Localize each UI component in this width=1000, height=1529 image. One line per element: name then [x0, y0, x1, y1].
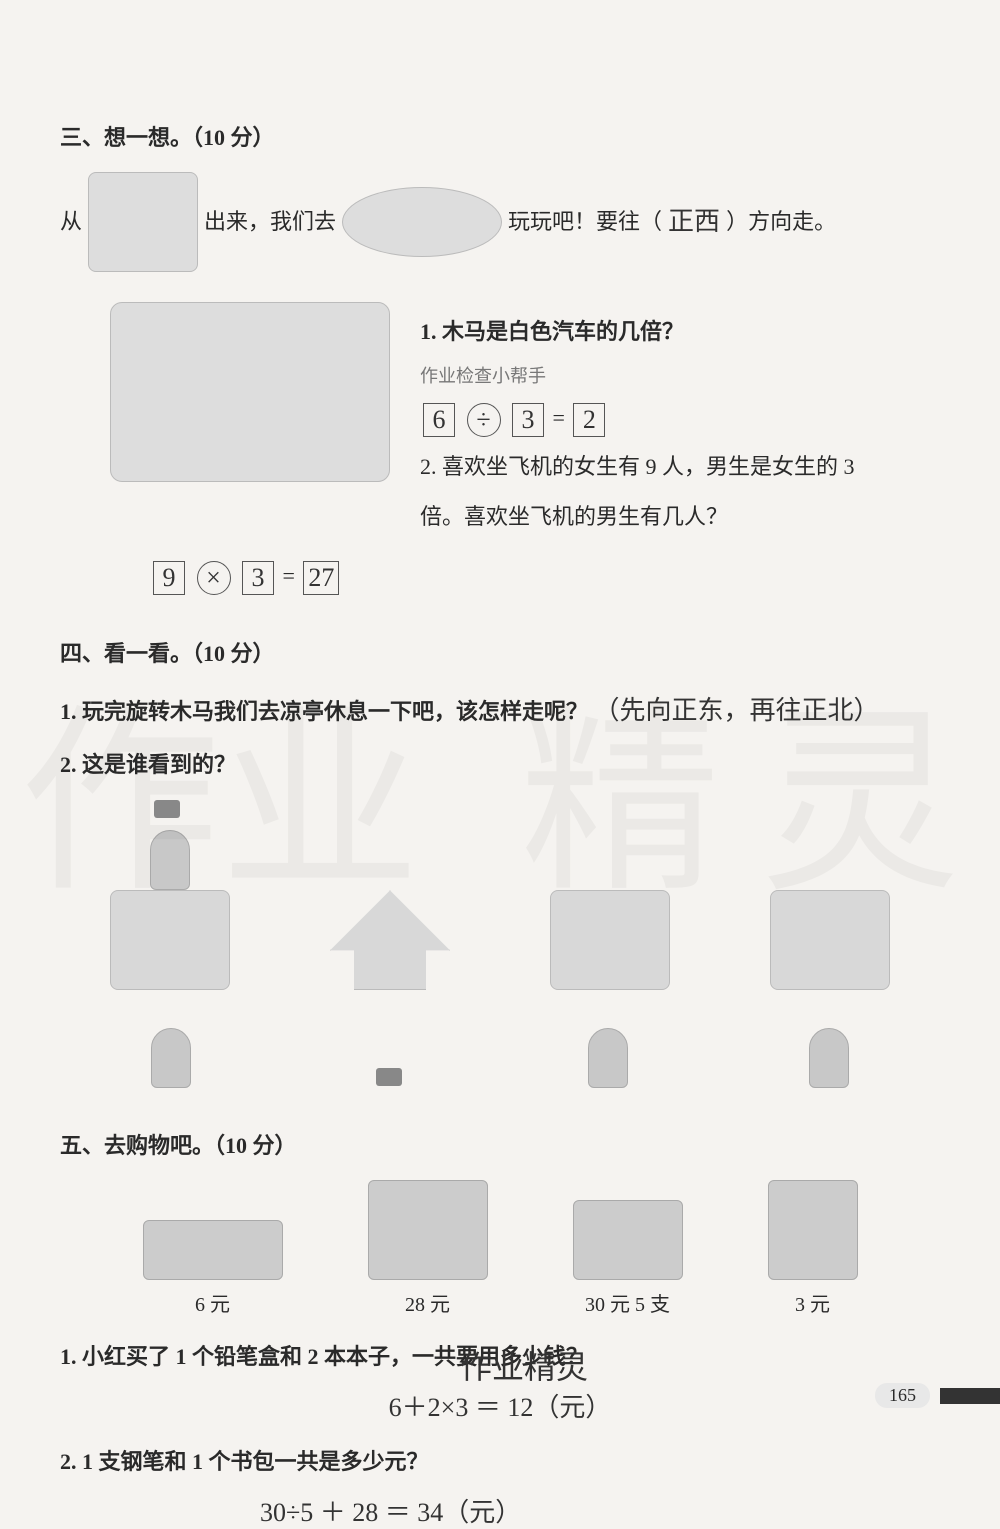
- box-op: ×: [197, 561, 231, 595]
- text: 玩玩吧！要往（: [508, 202, 662, 242]
- page-bar: [940, 1388, 1000, 1404]
- section-3: 三、想一想。（10 分） 从 出来，我们去 玩玩吧！要往（ 正西 ）方向走。 1…: [60, 120, 940, 596]
- text: 从: [60, 202, 82, 242]
- section-4-title: 四、看一看。（10 分）: [60, 636, 940, 668]
- section-5-title: 五、去购物吧。（10 分）: [60, 1128, 940, 1160]
- pavilion-icon: [550, 890, 670, 990]
- q1-text: 1. 玩完旋转木马我们去凉亭休息一下吧，该怎样走呢？: [60, 699, 588, 724]
- q1-answer: （先向正东，再往正北）: [594, 696, 880, 725]
- sec4-q1: 1. 玩完旋转木马我们去凉亭休息一下吧，该怎样走呢？ （先向正东，再往正北）: [60, 688, 940, 735]
- text: ）方向走。: [726, 202, 836, 242]
- scene-2: [330, 890, 450, 998]
- sec5-a1: 6＋2×3 ＝ 12（元）: [60, 1387, 940, 1424]
- shop-item-pens: 30 元 5 支: [573, 1200, 683, 1317]
- page-number: 165: [875, 1383, 930, 1408]
- camera-2: [372, 1062, 406, 1088]
- camera-icon: [154, 800, 180, 818]
- sec3-q1: 1. 木马是白色汽车的几倍？: [420, 312, 940, 352]
- price: 6 元: [143, 1288, 283, 1317]
- sec3-q2a: 2. 喜欢坐飞机的女生有 9 人，男生是女生的 3: [420, 447, 940, 487]
- kid-icon: [150, 830, 190, 890]
- box-op: ÷: [467, 403, 501, 437]
- eq: =: [553, 405, 565, 430]
- scene-3: [550, 890, 670, 998]
- sec4-q2: 2. 这是谁看到的？: [60, 745, 940, 785]
- pavilion-icon: [110, 890, 230, 990]
- kid-3: [809, 1028, 849, 1088]
- carousel-large-icon: [110, 302, 390, 482]
- price: 30 元 5 支: [573, 1288, 683, 1317]
- kid-icon: [151, 1028, 191, 1088]
- eq: =: [283, 563, 295, 588]
- q1-text: 1. 木马是白色汽车的几倍？: [420, 319, 684, 344]
- schoolbag-icon: [368, 1180, 488, 1280]
- shop-item-notebook: 3 元: [768, 1180, 858, 1317]
- shop-item-pencilcase: 6 元: [143, 1220, 283, 1317]
- kid-2: [588, 1028, 628, 1088]
- sec3-line1: 从 出来，我们去 玩玩吧！要往（ 正西 ）方向走。: [60, 172, 940, 272]
- section-3-title: 三、想一想。（10 分）: [60, 120, 940, 152]
- sec3-q2-boxes: 9 × 3 = 27: [150, 556, 940, 596]
- text: 出来，我们去: [204, 202, 336, 242]
- pavilion-icon: [770, 890, 890, 990]
- kid-1: [151, 1028, 191, 1088]
- kid-icon: [809, 1028, 849, 1088]
- sec3-q2b: 倍。喜欢坐飞机的男生有几人？: [420, 497, 940, 537]
- price: 3 元: [768, 1288, 858, 1317]
- section-4: 四、看一看。（10 分） 1. 玩完旋转木马我们去凉亭休息一下吧，该怎样走呢？ …: [60, 636, 940, 1088]
- shop-row: 6 元 28 元 30 元 5 支 3 元: [100, 1180, 900, 1317]
- box-c: 27: [303, 561, 339, 595]
- box-b: 3: [512, 403, 544, 437]
- pens-icon: [573, 1200, 683, 1280]
- camera-icon: [376, 1068, 402, 1086]
- shop-item-bag: 28 元: [368, 1180, 488, 1317]
- kid-icon: [588, 1028, 628, 1088]
- blank-direction: 正西: [668, 199, 720, 246]
- carousel-small-icon: [342, 187, 502, 257]
- scene-1: [110, 830, 230, 998]
- footer-handwritten: 作业精灵: [460, 1342, 588, 1388]
- scene-row-top: [60, 830, 940, 998]
- notebook-icon: [768, 1180, 858, 1280]
- pencilcase-icon: [143, 1220, 283, 1280]
- sec3-q1-boxes: 6 ÷ 3 = 2: [420, 398, 940, 438]
- price: 28 元: [368, 1288, 488, 1317]
- box-c: 2: [573, 403, 605, 437]
- scene-4: [770, 890, 890, 998]
- tiny-note: 作业检查小帮手: [420, 362, 940, 388]
- section-5: 五、去购物吧。（10 分） 6 元 28 元 30 元 5 支 3 元 1. 小…: [60, 1128, 940, 1528]
- ferris-wheel-icon: [88, 172, 198, 272]
- box-a: 9: [153, 561, 185, 595]
- box-b: 3: [242, 561, 274, 595]
- box-a: 6: [423, 403, 455, 437]
- umbrella-icon: [330, 890, 450, 990]
- sec5-a2: 30÷5 ＋ 28 ＝ 34（元）: [260, 1492, 940, 1529]
- scene-row-bottom: [60, 1028, 940, 1088]
